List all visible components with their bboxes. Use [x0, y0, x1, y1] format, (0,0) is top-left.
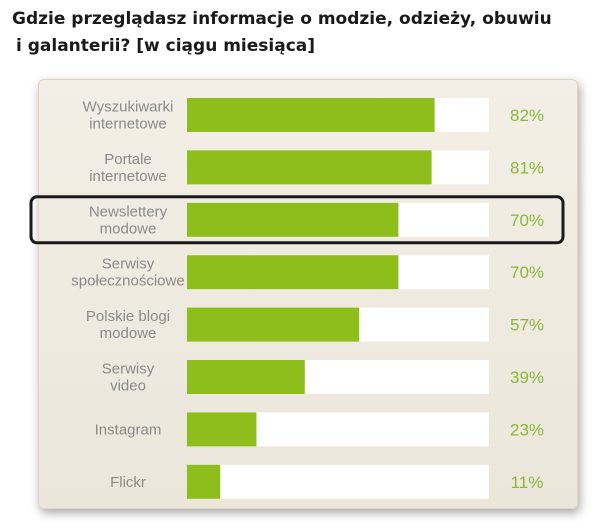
category-label: internetowe	[89, 116, 167, 133]
bar	[187, 360, 305, 394]
category-label: Wyszukiwarki	[83, 99, 174, 116]
chart-title: Gdzie przeglądasz informacje o modzie, o…	[12, 6, 592, 60]
category-label: Instagram	[95, 421, 162, 438]
bar	[187, 412, 257, 447]
bar	[187, 464, 221, 499]
value-label: 81%	[510, 158, 544, 177]
value-label: 70%	[510, 263, 544, 282]
bar	[187, 150, 432, 185]
bar	[187, 202, 399, 237]
bar	[187, 98, 435, 132]
value-label: 82%	[510, 106, 544, 125]
category-label: video	[110, 378, 146, 395]
category-label: Flickr	[110, 474, 146, 491]
chart-title-line-2: i galanterii? [w ciągu miesiąca]	[16, 36, 316, 56]
highlight-box	[29, 195, 565, 245]
category-label: Newslettery	[89, 203, 168, 220]
category-label: Serwisy	[102, 256, 155, 273]
category-label: internetowe	[89, 168, 167, 185]
category-label: Polskie blogi	[86, 308, 170, 325]
category-label: modowe	[100, 325, 157, 342]
category-label: społecznościowe	[71, 273, 184, 290]
bar	[187, 307, 360, 342]
value-label: 11%	[511, 473, 544, 492]
value-label: 70%	[510, 211, 544, 230]
bar-track	[187, 464, 489, 499]
category-label: modowe	[100, 220, 157, 237]
category-label: Serwisy	[102, 361, 155, 378]
category-label: Portale	[104, 151, 152, 168]
bar	[187, 255, 399, 290]
value-label: 23%	[510, 420, 544, 439]
value-label: 57%	[510, 316, 544, 335]
chart-title-line-1: Gdzie przeglądasz informacje o modzie, o…	[12, 9, 552, 29]
value-label: 39%	[510, 368, 544, 387]
